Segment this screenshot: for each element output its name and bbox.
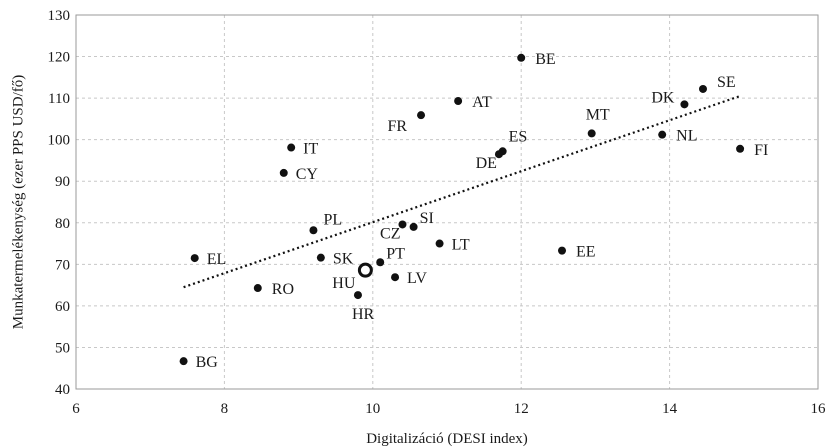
y-tick-label: 130 bbox=[48, 8, 71, 24]
y-tick-label: 80 bbox=[55, 216, 70, 232]
x-tick-label: 16 bbox=[811, 401, 827, 417]
data-point-fr bbox=[417, 111, 426, 120]
data-label-de: DE bbox=[476, 155, 497, 172]
data-label-es: ES bbox=[509, 128, 528, 145]
data-point-be bbox=[517, 53, 526, 62]
x-tick-label: 10 bbox=[365, 401, 380, 417]
data-label-hu: HU bbox=[332, 275, 356, 292]
data-label-lv: LV bbox=[407, 270, 427, 287]
y-tick-label: 50 bbox=[55, 340, 70, 356]
y-tick-label: 90 bbox=[55, 174, 70, 190]
x-tick-label: 8 bbox=[221, 401, 229, 417]
data-point-el bbox=[190, 254, 199, 263]
data-label-dk: DK bbox=[651, 89, 675, 106]
data-point-ro bbox=[253, 284, 262, 293]
data-label-mt: MT bbox=[586, 106, 610, 123]
plot-frame bbox=[75, 14, 819, 390]
data-point-bg bbox=[179, 357, 188, 366]
data-label-pl: PL bbox=[323, 211, 342, 228]
data-label-sk: SK bbox=[333, 251, 354, 268]
data-point-pt bbox=[376, 258, 385, 267]
data-label-si: SI bbox=[420, 210, 434, 227]
data-points bbox=[179, 53, 745, 366]
data-point-si bbox=[409, 222, 418, 231]
data-label-cz: CZ bbox=[380, 225, 400, 242]
x-tick-label: 6 bbox=[72, 401, 80, 417]
y-axis-ticks: 40 50 60 70 80 90 100 110 120 130 bbox=[48, 8, 71, 398]
data-point-hu bbox=[357, 262, 373, 278]
data-point-sk bbox=[316, 253, 325, 262]
data-point-lt bbox=[435, 239, 444, 248]
y-tick-label: 100 bbox=[48, 133, 71, 149]
data-label-se: SE bbox=[717, 74, 736, 91]
data-label-lt: LT bbox=[452, 237, 470, 254]
data-point-se bbox=[698, 84, 707, 93]
data-label-ro: RO bbox=[272, 281, 294, 298]
data-label-fi: FI bbox=[754, 142, 768, 159]
data-point-fi bbox=[736, 144, 745, 153]
trend-line bbox=[183, 94, 741, 289]
data-label-el: EL bbox=[207, 251, 227, 268]
data-label-at: AT bbox=[472, 94, 492, 111]
data-labels: BE SE DK AT FR MT NL FI IT ES DE CY PL CZ SI LT EE EL SK PT… bbox=[196, 51, 769, 371]
data-point-nl bbox=[658, 130, 667, 139]
grid bbox=[76, 15, 818, 389]
x-axis-title: Digitalizáció (DESI index) bbox=[366, 431, 528, 447]
data-label-bg: BG bbox=[196, 354, 219, 371]
data-point-at bbox=[454, 97, 463, 106]
y-tick-label: 60 bbox=[55, 299, 70, 315]
data-label-hr: HR bbox=[352, 306, 375, 323]
data-point-mt bbox=[587, 129, 596, 138]
y-tick-label: 110 bbox=[48, 91, 70, 107]
data-label-ee: EE bbox=[576, 244, 596, 261]
y-tick-label: 120 bbox=[48, 50, 71, 66]
data-point-lv bbox=[391, 273, 400, 282]
data-label-it: IT bbox=[303, 141, 318, 158]
y-tick-label: 70 bbox=[55, 257, 70, 273]
y-tick-label: 40 bbox=[55, 382, 70, 398]
data-label-cy: CY bbox=[296, 166, 319, 183]
data-point-de bbox=[494, 150, 503, 159]
data-label-pt: PT bbox=[386, 245, 405, 262]
data-label-be: BE bbox=[535, 51, 555, 68]
data-point-cz bbox=[398, 220, 407, 229]
data-point-ee bbox=[558, 246, 567, 255]
data-label-fr: FR bbox=[387, 118, 407, 135]
x-tick-label: 12 bbox=[514, 401, 529, 417]
x-axis-ticks: 6 8 10 12 14 16 bbox=[72, 401, 826, 417]
data-point-dk bbox=[680, 100, 689, 109]
x-tick-label: 14 bbox=[662, 401, 678, 417]
data-point-hr bbox=[353, 291, 362, 300]
data-point-it bbox=[287, 143, 296, 152]
data-point-pl bbox=[309, 226, 318, 235]
data-point-cy bbox=[279, 168, 288, 177]
y-axis-title: Munkatermelékenység (ezer PPS USD/fő) bbox=[10, 75, 26, 330]
data-label-nl: NL bbox=[676, 128, 697, 145]
